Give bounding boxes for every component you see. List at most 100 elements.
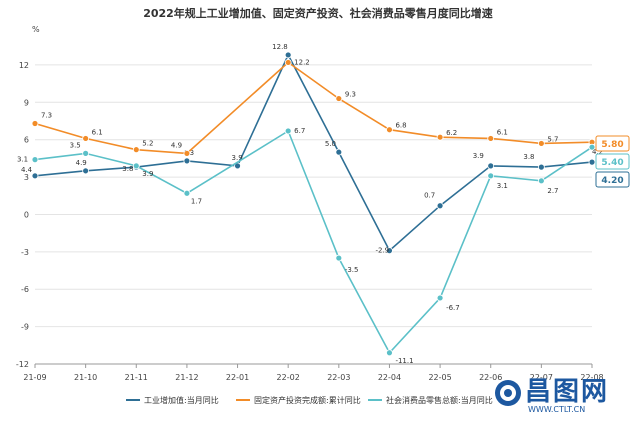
x-tick-label: 22-08 bbox=[580, 373, 603, 382]
data-point bbox=[31, 120, 39, 127]
data-label: 9.3 bbox=[345, 91, 356, 99]
x-tick-label: 22-04 bbox=[378, 373, 401, 382]
data-label: 4.2 bbox=[592, 148, 603, 156]
watermark-logo: 昌图网 WWW.CTLT.CN bbox=[495, 377, 609, 414]
y-tick-label: 9 bbox=[24, 98, 29, 107]
y-tick-label: -9 bbox=[21, 323, 29, 332]
data-point bbox=[436, 133, 444, 141]
end-label-box bbox=[595, 135, 630, 152]
data-point bbox=[82, 167, 90, 175]
data-point bbox=[487, 162, 495, 170]
data-point bbox=[537, 177, 545, 185]
data-label: 4.9 bbox=[76, 159, 87, 167]
y-tick-label: -12 bbox=[16, 360, 29, 369]
data-point bbox=[183, 189, 191, 197]
y-tick-label: 3 bbox=[24, 173, 29, 182]
legend-label: 工业增加值:当月同比 bbox=[144, 395, 219, 405]
y-tick-label: -3 bbox=[21, 248, 29, 257]
watermark-brand: 昌图网 bbox=[525, 377, 609, 407]
data-point bbox=[132, 146, 140, 154]
end-label-value: 5.80 bbox=[601, 140, 623, 150]
data-label: -6.7 bbox=[446, 304, 460, 312]
data-label: 4.9 bbox=[171, 141, 182, 149]
x-tick-label: 22-03 bbox=[327, 373, 350, 382]
data-label: 3.8 bbox=[122, 165, 133, 173]
data-label: 1.7 bbox=[191, 197, 202, 205]
series-0: 4.44.93.84.33.912.85.0-2.90.73.93.84.2 bbox=[21, 43, 603, 255]
y-tick-label: 12 bbox=[19, 61, 29, 70]
x-axis-ticks: 21-09 21-10 21-11 21-12 22-01 22-02 22-03 22-04… bbox=[23, 364, 604, 382]
data-point bbox=[436, 294, 444, 302]
end-labels: 5.80 5.40 4.20 bbox=[595, 135, 630, 188]
data-label: 4.4 bbox=[21, 166, 33, 174]
data-label: 12.2 bbox=[294, 58, 310, 66]
data-label: 5.2 bbox=[142, 140, 153, 148]
data-label: -2.9 bbox=[375, 247, 389, 255]
x-tick-label: 22-07 bbox=[530, 373, 553, 382]
data-label: 6.1 bbox=[92, 128, 103, 136]
x-tick-label: 21-10 bbox=[74, 373, 97, 382]
y-tick-label: -6 bbox=[21, 285, 29, 294]
x-tick-label: 22-05 bbox=[428, 373, 451, 382]
data-label: 3.1 bbox=[17, 156, 28, 164]
x-tick-label: 22-06 bbox=[479, 373, 502, 382]
data-label: 3.8 bbox=[523, 153, 534, 161]
data-point bbox=[487, 135, 495, 142]
end-label-value: 4.20 bbox=[601, 176, 623, 186]
data-label: 3.9 bbox=[473, 152, 484, 160]
series-group: 4.44.93.84.33.912.85.0-2.90.73.93.84.27.… bbox=[17, 43, 603, 365]
data-label: 12.8 bbox=[272, 43, 288, 51]
data-label: 5.0 bbox=[325, 140, 336, 148]
data-point bbox=[31, 172, 39, 180]
data-point bbox=[284, 59, 292, 66]
x-tick-label: 22-02 bbox=[277, 373, 300, 382]
data-label: 0.7 bbox=[424, 192, 435, 200]
legend-label: 社会消费品零售总额:当月同比 bbox=[386, 395, 493, 405]
data-point bbox=[284, 51, 292, 59]
grid-lines bbox=[35, 64, 592, 365]
x-tick-label: 22-01 bbox=[226, 373, 249, 382]
data-label: 6.8 bbox=[395, 122, 406, 130]
data-point bbox=[386, 349, 393, 357]
data-point bbox=[386, 247, 393, 255]
data-point bbox=[335, 95, 343, 102]
x-tick-label: 21-09 bbox=[23, 373, 46, 382]
data-point bbox=[436, 202, 444, 210]
data-point bbox=[183, 149, 191, 157]
data-point bbox=[588, 158, 596, 166]
data-label: 6.2 bbox=[446, 129, 457, 137]
data-point bbox=[82, 135, 90, 142]
data-label: 7.3 bbox=[41, 111, 52, 119]
legend-label: 固定资产投资完成额:累计同比 bbox=[254, 395, 361, 405]
end-label-box bbox=[595, 171, 630, 188]
data-point bbox=[132, 162, 140, 170]
y-axis-ticks: 12 9 6 3 0 -3 -6 -9 -12 bbox=[16, 61, 29, 369]
series-1: 7.3 6.1 5.2 4.9 12.2 9.3 6.8 6.2 6.1 5.7 bbox=[31, 58, 596, 157]
chart-title: 2022年规上工业增加值、固定资产投资、社会消费品零售月度同比增速 bbox=[143, 6, 493, 20]
data-point bbox=[335, 254, 343, 262]
data-point bbox=[183, 157, 191, 165]
legend: 工业增加值:当月同比 固定资产投资完成额:累计同比 社会消费品零售总额:当月同比 bbox=[126, 395, 493, 405]
series-2: 3.1 3.5 3.9 1.7 6.7 -3.5 -11.1 -6.7 3.1 2.7 bbox=[17, 127, 596, 365]
data-label: 3.5 bbox=[70, 141, 81, 149]
watermark-url: WWW.CTLT.CN bbox=[528, 405, 585, 414]
y-tick-label: 6 bbox=[24, 136, 29, 145]
data-label: 2.7 bbox=[547, 187, 558, 195]
x-tick-label: 21-11 bbox=[125, 373, 148, 382]
data-point bbox=[82, 149, 90, 157]
data-label: -11.1 bbox=[395, 357, 413, 365]
data-label: 3.1 bbox=[497, 182, 508, 190]
series-line bbox=[34, 53, 593, 252]
data-point bbox=[335, 148, 343, 156]
data-label: -3.5 bbox=[345, 266, 359, 274]
y-axis-unit: % bbox=[32, 25, 40, 34]
data-label: 6.7 bbox=[294, 127, 305, 135]
data-label: 3.9 bbox=[142, 170, 153, 178]
data-point bbox=[31, 156, 39, 164]
end-label-value: 5.40 bbox=[601, 158, 623, 168]
data-point bbox=[487, 172, 495, 180]
data-label: 3.9 bbox=[232, 154, 243, 162]
x-tick-label: 21-12 bbox=[175, 373, 198, 382]
data-label: 5.7 bbox=[547, 135, 558, 143]
